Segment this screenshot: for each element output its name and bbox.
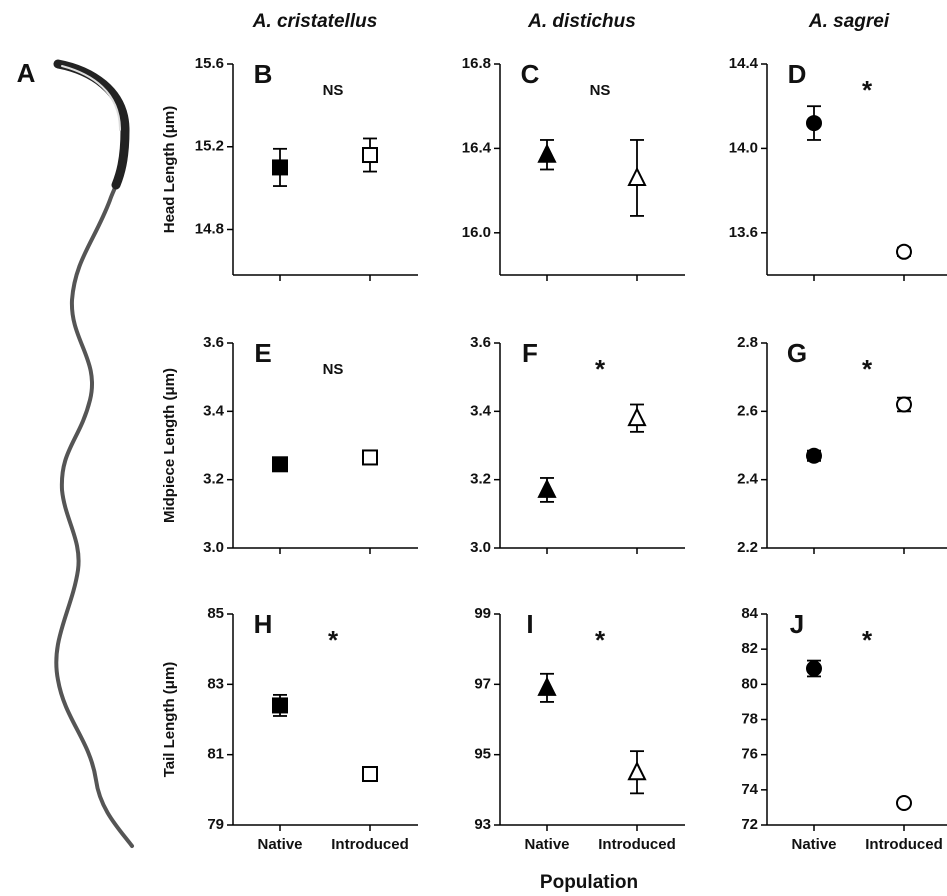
y-tick-label: 14.8 — [195, 220, 224, 237]
y-tick-label: 74 — [741, 781, 758, 798]
y-tick-label: 2.4 — [737, 471, 759, 488]
panel-letter: B — [254, 59, 273, 89]
marker — [896, 396, 912, 413]
marker — [627, 166, 647, 186]
marker — [272, 697, 288, 714]
y-tick-label: 78 — [741, 710, 758, 727]
y-tick-label: 76 — [741, 746, 758, 763]
marker — [537, 676, 557, 696]
marker — [362, 147, 378, 164]
y-tick-label: 16.8 — [462, 55, 491, 72]
significance: * — [862, 354, 873, 384]
panel-letter: D — [788, 59, 807, 89]
y-tick-label: 3.4 — [203, 402, 225, 419]
y-tick-label: 97 — [474, 675, 491, 692]
y-tick-label: 14.4 — [729, 55, 759, 72]
panel-letter: F — [522, 338, 538, 368]
panel-letter: J — [790, 609, 804, 639]
marker — [272, 159, 288, 176]
y-tick-label: 84 — [741, 605, 758, 622]
marker — [806, 447, 822, 464]
significance: NS — [590, 82, 611, 99]
column-title: A. sagrei — [808, 11, 890, 32]
significance: * — [862, 625, 873, 655]
marker — [896, 795, 912, 812]
significance: * — [328, 625, 339, 655]
figure-label: A — [17, 58, 36, 88]
panel-letter: E — [254, 338, 271, 368]
marker — [896, 243, 912, 260]
marker — [537, 478, 557, 498]
panel-letter: G — [787, 338, 807, 368]
x-tick-label: Introduced — [331, 836, 409, 853]
y-tick-label: 3.6 — [470, 334, 491, 351]
y-tick-label: 3.6 — [203, 334, 224, 351]
sperm-head — [53, 59, 130, 190]
marker — [362, 766, 378, 783]
y-tick-label: 81 — [207, 746, 224, 763]
y-tick-label: 16.4 — [462, 139, 492, 156]
y-tick-label: 72 — [741, 816, 758, 833]
y-tick-label: 16.0 — [462, 224, 491, 241]
y-tick-label: 2.2 — [737, 539, 758, 556]
column-title: A. distichus — [527, 11, 636, 32]
marker — [362, 449, 378, 466]
y-tick-label: 3.0 — [470, 539, 491, 556]
y-tick-label: 3.0 — [203, 539, 224, 556]
y-tick-label: 2.6 — [737, 402, 758, 419]
y-tick-label: 99 — [474, 605, 491, 622]
x-tick-label: Native — [524, 836, 569, 853]
sperm-head-highlight — [61, 65, 121, 131]
y-tick-label: 14.0 — [729, 139, 758, 156]
y-tick-label: 3.2 — [203, 471, 224, 488]
marker — [627, 406, 647, 427]
significance: * — [862, 75, 873, 105]
significance: NS — [323, 82, 344, 99]
significance: * — [595, 625, 606, 655]
panel-letter: H — [254, 609, 273, 639]
column-title: A. cristatellus — [252, 11, 378, 32]
significance: * — [595, 354, 606, 384]
y-tick-label: 80 — [741, 675, 758, 692]
y-tick-label: 95 — [474, 746, 491, 763]
x-tick-label: Native — [791, 836, 836, 853]
sperm-image — [53, 59, 134, 848]
significance: NS — [323, 361, 344, 378]
x-axis-title: Population — [540, 872, 638, 893]
marker — [537, 143, 557, 163]
y-tick-label: 85 — [207, 605, 224, 622]
y-tick-label: 3.2 — [470, 471, 491, 488]
marker — [627, 761, 647, 781]
y-tick-label: 3.4 — [470, 402, 492, 419]
y-tick-label: 93 — [474, 816, 491, 833]
x-tick-label: Introduced — [598, 836, 676, 853]
x-tick-label: Introduced — [865, 836, 943, 853]
marker — [272, 456, 288, 473]
y-axis-title: Midpiece Length (μm) — [161, 368, 178, 523]
y-axis-title: Head Length (μm) — [161, 106, 178, 234]
marker — [806, 660, 822, 677]
y-tick-label: 79 — [207, 816, 224, 833]
y-tick-label: 2.8 — [737, 334, 758, 351]
y-tick-label: 15.2 — [195, 138, 224, 155]
panel-letter: I — [526, 609, 533, 639]
panel-letter: C — [521, 59, 540, 89]
marker — [806, 115, 822, 132]
x-tick-label: Native — [257, 836, 302, 853]
y-tick-label: 83 — [207, 675, 224, 692]
y-tick-label: 13.6 — [729, 224, 758, 241]
y-axis-title: Tail Length (μm) — [161, 662, 178, 778]
y-tick-label: 15.6 — [195, 55, 224, 72]
y-tick-label: 82 — [741, 640, 758, 657]
